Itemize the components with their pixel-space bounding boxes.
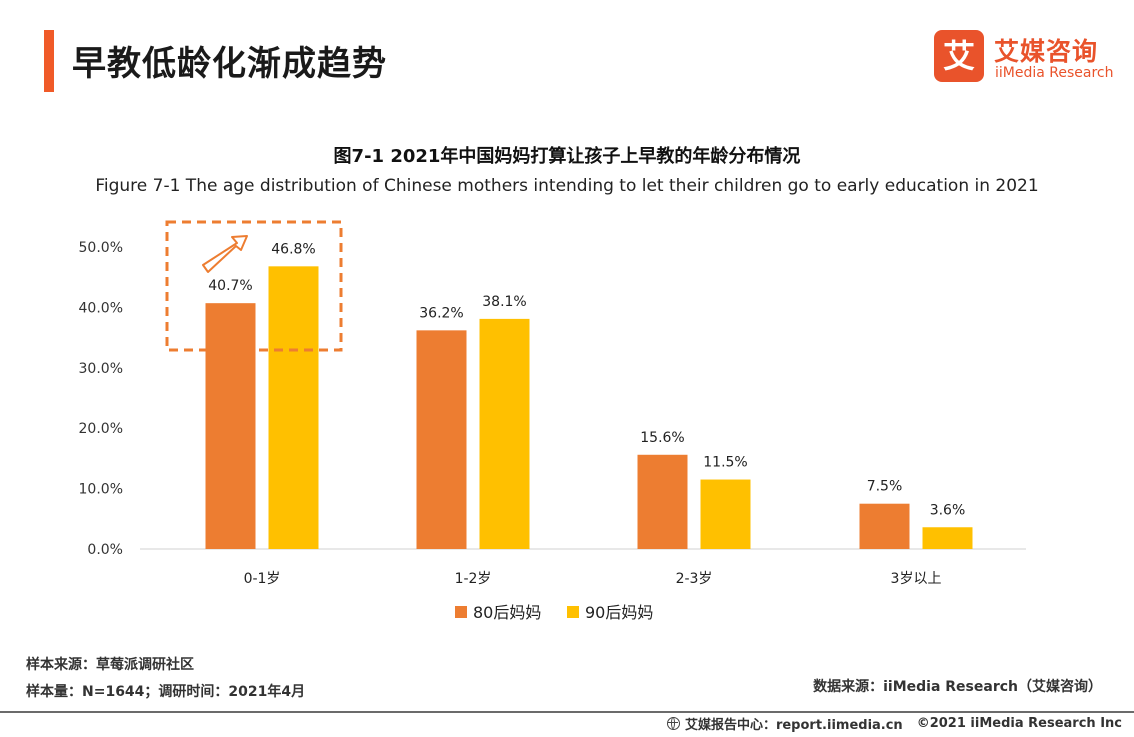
data-label: 15.6%	[640, 430, 684, 446]
highlight-box	[165, 220, 343, 352]
footer-divider	[0, 711, 1134, 713]
data-label: 46.8%	[271, 241, 315, 257]
bar	[416, 330, 467, 549]
legend-label: 90后妈妈	[585, 603, 653, 622]
x-tick-label: 0-1岁	[244, 571, 281, 587]
copyright: ©2021 iiMedia Research Inc	[916, 716, 1122, 731]
title-accent-bar	[44, 30, 54, 92]
data-label: 3.6%	[930, 502, 966, 518]
bar	[922, 527, 973, 549]
bar	[637, 454, 688, 549]
bar	[205, 303, 256, 549]
y-tick-label: 0.0%	[87, 542, 123, 558]
y-tick-label: 40.0%	[79, 300, 123, 316]
data-label: 36.2%	[419, 305, 463, 321]
sample-source: 样本来源：草莓派调研社区	[26, 657, 194, 673]
bar	[859, 503, 910, 549]
sample-size: 样本量：N=1644；调研时间：2021年4月	[26, 684, 306, 700]
data-source: 数据来源：iiMedia Research（艾媒咨询）	[813, 679, 1102, 695]
y-tick-label: 20.0%	[79, 421, 123, 437]
data-label: 40.7%	[208, 278, 252, 294]
data-label: 38.1%	[482, 294, 526, 310]
y-tick-label: 10.0%	[79, 482, 123, 498]
x-tick-label: 1-2岁	[455, 571, 492, 587]
legend-swatch	[455, 606, 467, 618]
legend-label: 80后妈妈	[473, 603, 541, 622]
chart-subtitle: Figure 7-1 The age distribution of Chine…	[95, 176, 1039, 196]
bar	[479, 318, 530, 549]
x-tick-label: 3岁以上	[891, 571, 942, 587]
logo-name-en: iiMedia Research	[995, 65, 1114, 81]
globe-icon	[666, 717, 680, 730]
y-tick-label: 50.0%	[79, 240, 123, 256]
report-site-link[interactable]: 艾媒报告中心：report.iimedia.cn	[684, 718, 903, 733]
data-label: 11.5%	[703, 455, 747, 471]
page-title: 早教低龄化渐成趋势	[72, 44, 387, 84]
bar	[268, 266, 319, 549]
footer-strip: 艾媒报告中心：report.iimedia.cn ©2021 iiMedia R…	[666, 714, 1122, 733]
y-tick-label: 30.0%	[79, 361, 123, 377]
logo-name-cn: 艾媒咨询	[994, 37, 1099, 66]
bar	[700, 479, 751, 549]
iimedia-logo: 艾 艾媒咨询 iiMedia Research	[934, 30, 1124, 90]
trend-arrow-icon	[202, 235, 248, 273]
x-tick-label: 2-3岁	[676, 571, 713, 587]
legend-swatch	[567, 606, 579, 618]
chart-title: 图7-1 2021年中国妈妈打算让孩子上早教的年龄分布情况	[333, 146, 801, 167]
data-label: 7.5%	[867, 479, 903, 495]
logo-glyph-box: 艾	[934, 30, 984, 82]
